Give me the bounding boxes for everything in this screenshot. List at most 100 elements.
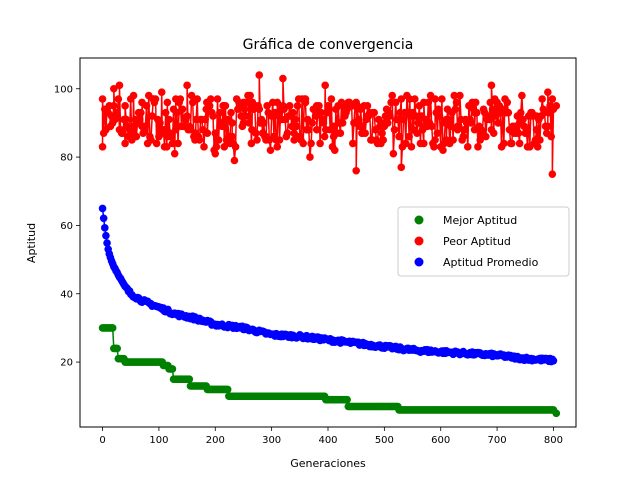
data-point xyxy=(183,81,191,90)
y-tick-label: 60 xyxy=(60,221,73,232)
data-point xyxy=(122,115,131,124)
data-point xyxy=(460,125,469,134)
data-point xyxy=(544,88,552,96)
data-point xyxy=(157,88,166,96)
x-tick-label: 700 xyxy=(488,435,507,446)
data-point xyxy=(142,102,151,110)
data-point xyxy=(378,129,386,137)
data-point xyxy=(407,143,416,151)
series-aptitud-promedio xyxy=(98,204,558,366)
data-point xyxy=(434,105,443,114)
data-point xyxy=(263,102,271,110)
x-tick-label: 600 xyxy=(431,435,450,446)
data-point xyxy=(213,95,222,103)
data-point xyxy=(230,156,239,165)
data-point xyxy=(494,119,503,127)
data-point xyxy=(221,102,230,110)
data-point xyxy=(147,136,155,144)
data-point xyxy=(420,139,428,148)
y-axis-label: Aptitud xyxy=(25,223,38,263)
data-point xyxy=(444,115,453,124)
data-point xyxy=(170,149,179,158)
data-point xyxy=(201,115,209,124)
data-point xyxy=(99,214,108,223)
data-point xyxy=(174,139,182,148)
data-point xyxy=(275,136,284,144)
data-point xyxy=(447,122,455,131)
data-point xyxy=(336,129,345,137)
data-point xyxy=(101,224,109,232)
data-point xyxy=(413,129,421,137)
data-point xyxy=(397,95,406,103)
data-point xyxy=(401,139,410,148)
data-point xyxy=(137,108,145,117)
data-point xyxy=(266,146,275,155)
data-point xyxy=(178,105,187,114)
data-point xyxy=(308,119,317,127)
series-mejor-aptitud xyxy=(98,324,561,418)
data-point xyxy=(285,102,294,110)
y-axis-ticks: 20 40 60 80 100 xyxy=(54,84,80,369)
data-point xyxy=(299,139,308,148)
data-point xyxy=(435,112,444,120)
data-point xyxy=(241,112,250,120)
data-point xyxy=(343,395,351,404)
data-point xyxy=(215,108,224,117)
data-point xyxy=(538,95,546,103)
data-point xyxy=(289,108,297,117)
data-point xyxy=(338,119,347,127)
data-point xyxy=(487,81,496,90)
data-point xyxy=(451,105,460,114)
data-point xyxy=(245,119,253,127)
data-point xyxy=(504,108,513,117)
data-point xyxy=(163,143,171,151)
data-point xyxy=(292,122,301,131)
legend-label: Aptitud Promedio xyxy=(443,256,539,269)
data-point xyxy=(519,115,527,124)
data-point xyxy=(252,129,260,137)
data-point xyxy=(167,132,176,141)
data-point xyxy=(168,365,177,373)
data-point xyxy=(414,119,422,127)
data-point xyxy=(280,105,288,114)
data-point xyxy=(312,125,321,134)
data-point xyxy=(395,132,403,141)
data-point xyxy=(301,98,310,107)
data-point xyxy=(430,143,438,151)
data-point xyxy=(255,105,264,114)
plot-marks xyxy=(98,71,561,418)
data-point xyxy=(552,102,561,110)
data-point xyxy=(156,119,164,127)
data-point xyxy=(449,136,457,144)
y-tick-label: 80 xyxy=(60,153,73,164)
data-point xyxy=(102,231,110,240)
data-point xyxy=(507,139,516,148)
data-point xyxy=(379,136,388,144)
x-axis-ticks: 0 100 200 300 400 500 600 700 800 xyxy=(99,427,563,446)
x-tick-label: 400 xyxy=(318,435,337,446)
data-point xyxy=(187,91,196,100)
data-point xyxy=(291,115,300,124)
data-point xyxy=(405,132,413,141)
data-point xyxy=(388,91,397,100)
data-point xyxy=(354,115,363,124)
data-point xyxy=(165,115,173,124)
data-point xyxy=(293,102,302,110)
legend-marker xyxy=(414,215,424,225)
data-point xyxy=(151,95,160,103)
series-peor-aptitud xyxy=(98,71,561,178)
data-point xyxy=(193,95,202,103)
data-point xyxy=(321,81,329,90)
data-point xyxy=(103,239,111,247)
data-point xyxy=(98,95,107,103)
data-point xyxy=(152,139,161,148)
data-point xyxy=(159,125,168,134)
data-point xyxy=(439,146,447,155)
data-point xyxy=(305,125,313,134)
data-point xyxy=(290,129,298,137)
y-tick-label: 40 xyxy=(60,289,73,300)
data-point xyxy=(311,112,320,120)
data-point xyxy=(473,108,481,117)
data-point xyxy=(228,119,236,127)
data-point xyxy=(399,115,408,124)
